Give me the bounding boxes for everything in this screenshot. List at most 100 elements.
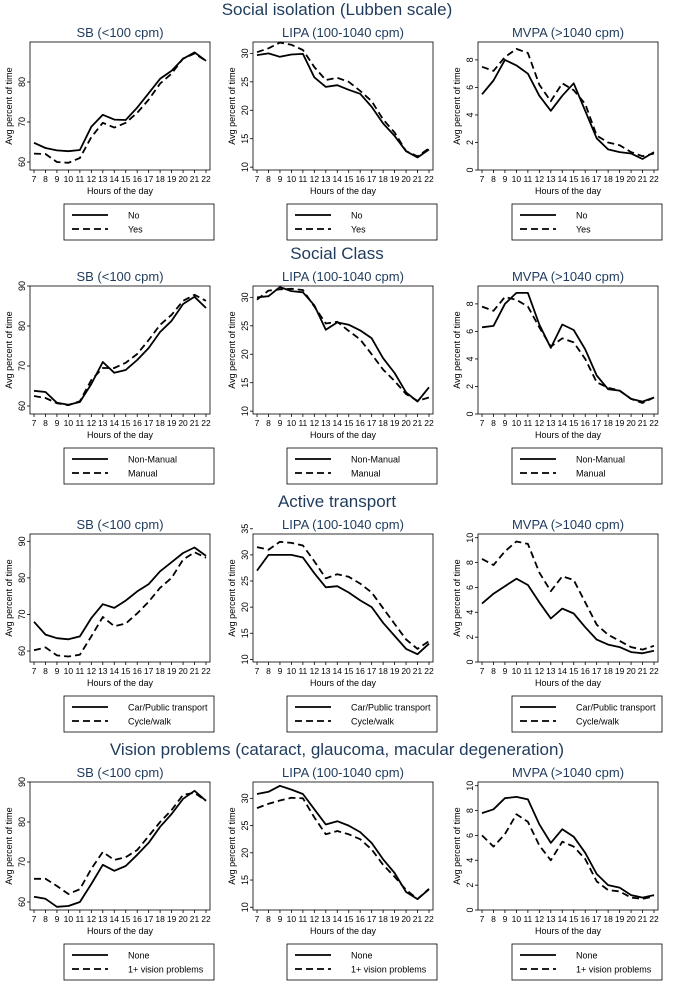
x-tick-label: 20 bbox=[178, 914, 188, 924]
x-tick-label: 17 bbox=[592, 174, 602, 184]
legend-label: None bbox=[128, 951, 150, 961]
plot-area bbox=[29, 533, 211, 663]
x-tick-label: 10 bbox=[64, 914, 74, 924]
x-tick-label: 20 bbox=[401, 174, 411, 184]
x-tick-label: 12 bbox=[310, 914, 320, 924]
x-tick-label: 13 bbox=[546, 666, 556, 676]
x-tick-label: 17 bbox=[592, 666, 602, 676]
y-tick-label: 25 bbox=[240, 576, 250, 586]
x-tick-label: 13 bbox=[98, 418, 108, 428]
y-tick-label: 2 bbox=[465, 140, 475, 145]
series-line-dashed bbox=[481, 296, 655, 404]
x-tick-label: 15 bbox=[121, 666, 131, 676]
y-tick-label: 35 bbox=[240, 524, 250, 534]
series-line-dashed bbox=[33, 551, 207, 658]
legend-label: Non-Manual bbox=[576, 455, 625, 465]
legend bbox=[511, 203, 663, 241]
x-tick-label: 8 bbox=[266, 914, 271, 924]
x-axis-label: Hours of the day bbox=[310, 678, 377, 688]
panel-2: LIPA (100-1040 cpm) 10 15 20 25 30 35 Avg perce… bbox=[227, 517, 438, 733]
x-tick-label: 11 bbox=[523, 174, 532, 184]
x-tick-label: 11 bbox=[298, 174, 307, 184]
plot-area bbox=[29, 41, 211, 171]
panel-3: MVPA (>1040 cpm) 0 2 4 6 8 10 Avg percent of ti… bbox=[452, 765, 663, 981]
x-tick-label: 15 bbox=[344, 418, 354, 428]
series-line-dashed bbox=[33, 293, 207, 407]
x-tick-label: 12 bbox=[87, 418, 97, 428]
series-line-solid bbox=[256, 286, 430, 403]
x-tick-label: 14 bbox=[333, 914, 343, 924]
x-tick-label: 21 bbox=[190, 418, 200, 428]
x-tick-label: 11 bbox=[298, 914, 307, 924]
y-axis-label: Avg percent of time bbox=[227, 807, 237, 884]
x-tick-label: 13 bbox=[546, 174, 556, 184]
x-tick-label: 12 bbox=[87, 666, 97, 676]
panel-3: MVPA (>1040 cpm) 0 2 4 6 8 10 Avg percent of ti… bbox=[452, 517, 663, 733]
x-tick-label: 8 bbox=[266, 418, 271, 428]
series-line-solid bbox=[481, 577, 655, 655]
x-tick-label: 22 bbox=[201, 914, 211, 924]
x-tick-label: 7 bbox=[255, 666, 260, 676]
y-tick-label: 80 bbox=[17, 573, 27, 583]
x-tick-label: 19 bbox=[615, 418, 625, 428]
legend-label: No bbox=[576, 211, 588, 221]
x-tick-label: 19 bbox=[167, 914, 177, 924]
x-tick-label: 13 bbox=[546, 418, 556, 428]
y-tick-label: 0 bbox=[465, 167, 475, 172]
x-tick-label: 20 bbox=[401, 418, 411, 428]
x-axis-label: Hours of the day bbox=[87, 186, 154, 196]
x-tick-label: 8 bbox=[43, 666, 48, 676]
y-tick-label: 6 bbox=[465, 85, 475, 90]
panel-title: LIPA (100-1040 cpm) bbox=[282, 25, 404, 40]
x-tick-label: 17 bbox=[592, 914, 602, 924]
x-tick-label: 21 bbox=[638, 666, 648, 676]
y-tick-label: 10 bbox=[240, 406, 250, 416]
y-tick-label: 0 bbox=[465, 659, 475, 664]
y-tick-label: 4 bbox=[465, 858, 475, 863]
y-tick-label: 4 bbox=[465, 112, 475, 117]
y-tick-label: 70 bbox=[17, 609, 27, 619]
legend bbox=[511, 447, 663, 485]
y-tick-label: 4 bbox=[465, 610, 475, 615]
x-tick-label: 22 bbox=[649, 666, 659, 676]
x-tick-label: 7 bbox=[480, 914, 485, 924]
section-title: Social Class bbox=[290, 244, 384, 263]
x-tick-label: 22 bbox=[424, 666, 434, 676]
x-tick-label: 7 bbox=[480, 174, 485, 184]
x-tick-label: 20 bbox=[178, 174, 188, 184]
x-tick-label: 18 bbox=[378, 174, 388, 184]
legend bbox=[63, 203, 215, 241]
panel-1: SB (<100 cpm) 60 70 80 90 Avg percent of time… bbox=[4, 269, 215, 485]
y-tick-label: 6 bbox=[465, 585, 475, 590]
x-tick-label: 22 bbox=[201, 174, 211, 184]
section-title: Active transport bbox=[278, 492, 396, 511]
x-tick-label: 17 bbox=[367, 666, 377, 676]
x-tick-label: 14 bbox=[558, 666, 568, 676]
x-tick-label: 20 bbox=[401, 666, 411, 676]
x-tick-label: 19 bbox=[615, 914, 625, 924]
x-axis-label: Hours of the day bbox=[310, 186, 377, 196]
x-tick-label: 10 bbox=[512, 914, 522, 924]
legend-label: Cycle/walk bbox=[576, 717, 620, 727]
series-line-dashed bbox=[34, 791, 207, 895]
legend bbox=[286, 943, 438, 981]
x-tick-label: 21 bbox=[638, 418, 648, 428]
x-tick-label: 14 bbox=[558, 914, 568, 924]
x-tick-label: 21 bbox=[190, 914, 200, 924]
y-tick-label: 6 bbox=[465, 833, 475, 838]
x-tick-label: 8 bbox=[491, 418, 496, 428]
x-tick-label: 17 bbox=[367, 418, 377, 428]
legend-label: None bbox=[576, 951, 598, 961]
x-tick-label: 22 bbox=[424, 914, 434, 924]
legend bbox=[286, 203, 438, 241]
x-tick-label: 15 bbox=[344, 174, 354, 184]
x-tick-label: 14 bbox=[110, 914, 120, 924]
y-tick-label: 10 bbox=[240, 654, 250, 664]
x-tick-label: 10 bbox=[512, 418, 522, 428]
series-line-dashed bbox=[33, 52, 207, 164]
x-tick-label: 16 bbox=[132, 174, 142, 184]
x-tick-label: 14 bbox=[333, 666, 343, 676]
y-tick-label: 8 bbox=[465, 808, 475, 813]
y-tick-label: 30 bbox=[240, 292, 250, 302]
